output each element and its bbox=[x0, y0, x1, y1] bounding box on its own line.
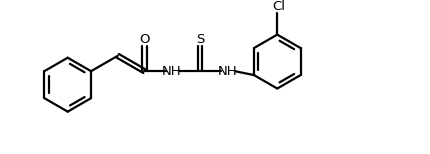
Text: O: O bbox=[139, 33, 150, 46]
Text: NH: NH bbox=[218, 65, 237, 78]
Text: S: S bbox=[196, 33, 204, 46]
Text: Cl: Cl bbox=[273, 0, 286, 13]
Text: NH: NH bbox=[162, 65, 181, 78]
